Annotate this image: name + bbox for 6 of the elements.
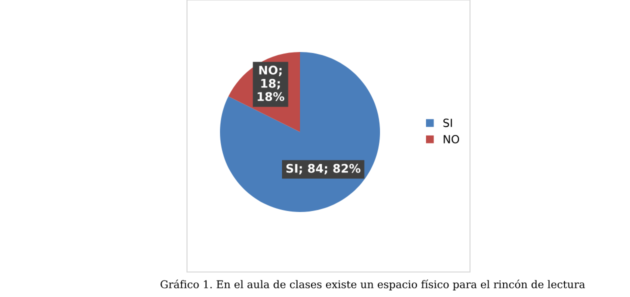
legend-label: SI	[443, 118, 452, 128]
pie-slice	[220, 52, 380, 212]
text: Gráfico 1. En el aula de clases existe un espacio físico para el rincón de lectura	[160, 280, 585, 290]
legend-label: NO	[444, 134, 460, 144]
data-label: SI; 84; 82%	[286, 164, 360, 174]
data-label: NO; 18; 18%	[258, 66, 284, 102]
